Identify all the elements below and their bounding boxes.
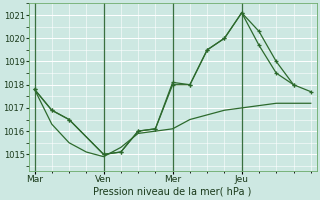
- X-axis label: Pression niveau de la mer( hPa ): Pression niveau de la mer( hPa ): [93, 187, 252, 197]
